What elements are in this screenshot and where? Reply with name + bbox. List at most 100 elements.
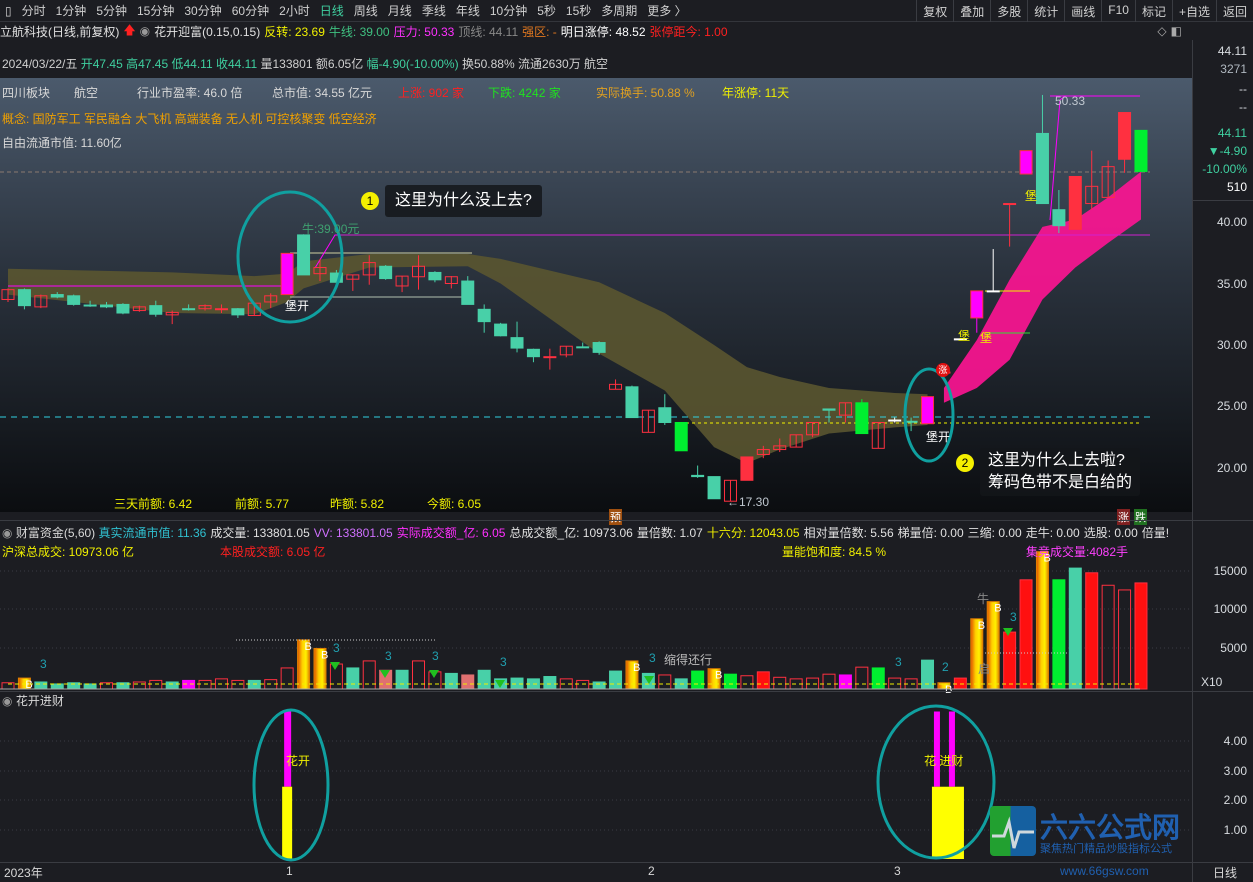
candle-body xyxy=(329,272,343,283)
toolbar-button[interactable]: 多股 xyxy=(990,0,1027,22)
indicator-settings-icon[interactable]: ◉ xyxy=(139,24,151,38)
sub-tick: 3.00 xyxy=(1223,764,1247,778)
high-price-label: 50.33 xyxy=(1055,94,1086,108)
volume-tick: 10000 xyxy=(1213,602,1247,616)
candle-body xyxy=(921,396,935,425)
candle-body xyxy=(50,294,64,298)
candle-body xyxy=(1134,129,1148,172)
period-tab[interactable]: 日线 xyxy=(319,4,344,18)
period-tab[interactable]: 5秒 xyxy=(537,4,556,18)
period-tab[interactable]: 更多 〉 xyxy=(647,4,687,18)
period-toolbar: ▯ 分时 1分钟 5分钟 15分钟 30分钟 60分钟 2小时 日线 周线 月线 季线 年线 10分钟 5… xyxy=(0,0,1253,22)
diamond-icon[interactable]: ◇ xyxy=(1157,24,1167,38)
panel-toggle-icon[interactable]: ◧ xyxy=(1170,24,1182,38)
indicator-value: 牛线: 39.00 xyxy=(328,24,390,39)
logo-url: www.66gsw.com xyxy=(1060,864,1149,878)
candle-body xyxy=(67,295,81,305)
candle-body xyxy=(1019,150,1033,175)
period-tab[interactable]: 多周期 xyxy=(601,4,638,18)
period-tab[interactable]: 周线 xyxy=(353,4,378,18)
toolbar-button[interactable]: +自选 xyxy=(1171,0,1216,22)
close: 收44.11 xyxy=(215,57,258,71)
price-tick: 40.00 xyxy=(1216,215,1247,229)
count-label: 3 xyxy=(1010,610,1017,624)
toolbar-button[interactable]: 叠加 xyxy=(953,0,990,22)
period-tab[interactable]: 季线 xyxy=(421,4,446,18)
period-tab[interactable]: 60分钟 xyxy=(231,4,270,18)
candle-body xyxy=(264,295,278,303)
site-logo-icon xyxy=(990,806,1036,856)
free-float-cap: 自由流通市值: 11.60亿 xyxy=(2,136,122,150)
price-axis[interactable]: 44.11 3271 -- -- 44.11 ▼-4.90 -10.00% 51… xyxy=(1192,40,1253,882)
toolbar-button[interactable]: 返回 xyxy=(1215,0,1253,22)
candle-body xyxy=(297,234,311,276)
count-label: 3 xyxy=(895,655,902,669)
logo-name: 六六公式网 xyxy=(1040,812,1181,843)
region: 四川板块 xyxy=(2,86,51,100)
period-tab[interactable]: 年线 xyxy=(455,4,480,18)
indicator-settings-icon[interactable]: ◉ xyxy=(2,694,13,708)
volume-bar xyxy=(1085,572,1099,690)
right-tools: 复权 叠加 多股 统计 画线 F10 标记 +自选 返回 xyxy=(916,0,1253,22)
market-cap: 总市值: 34.55 亿元 xyxy=(272,86,373,100)
flower-wealth-label: 花 进财 xyxy=(924,754,964,768)
buy-signal-label: B xyxy=(633,662,640,674)
open: 开47.45 xyxy=(80,57,123,71)
toolbar-button[interactable]: 统计 xyxy=(1027,0,1064,22)
candle-body xyxy=(609,383,623,390)
candle-body xyxy=(592,342,606,353)
toolbar-button[interactable]: F10 xyxy=(1101,0,1135,22)
volume-bar xyxy=(691,670,705,690)
count-label: 3 xyxy=(432,649,439,663)
period-tab[interactable]: 15分钟 xyxy=(137,4,175,18)
candle-body xyxy=(970,290,984,319)
period-tab[interactable]: 5分钟 xyxy=(96,4,127,18)
volume-bar xyxy=(165,681,179,690)
callout-2-line2: 筹码色带不是白给的 xyxy=(988,474,1133,491)
volume-tick: 15000 xyxy=(1213,564,1247,578)
period-tab[interactable]: 30分钟 xyxy=(184,4,222,18)
volume-bar xyxy=(609,670,623,690)
candle-body xyxy=(1118,112,1132,160)
count-label: 3 xyxy=(500,655,507,669)
period-tab[interactable]: 分时 xyxy=(21,4,46,18)
indicator-settings-icon[interactable]: ◉ xyxy=(2,526,13,540)
price-tick: 20.00 xyxy=(1216,461,1247,475)
volume-stats-line: 沪深总成交: 10973.06 亿 本股成交额: 6.05 亿 量能饱和度: 84.… xyxy=(2,543,1192,559)
volume-bar xyxy=(855,666,869,690)
callout-1-badge: 1 xyxy=(361,192,379,210)
candle-body xyxy=(34,295,48,308)
sub-indicator-name[interactable]: 花开进财 xyxy=(15,694,64,708)
volume-bar xyxy=(1134,582,1148,690)
volume-indicator-name[interactable]: 财富资金(5,60) xyxy=(15,526,96,540)
x-tick: 3 xyxy=(894,864,901,878)
period-label[interactable]: 日线 xyxy=(1213,866,1238,880)
volume-bar xyxy=(723,673,737,690)
volume-bar xyxy=(592,681,606,690)
volume-indicator-value: 梯量倍: 0.00 xyxy=(897,526,964,540)
resistance-trend-line xyxy=(1049,95,1066,221)
volume-indicator-value: 成交量: 133801.05 xyxy=(210,526,310,540)
period-tab[interactable]: 月线 xyxy=(387,4,412,18)
price-tick: 35.00 xyxy=(1216,277,1247,291)
volume-bar xyxy=(1019,579,1033,690)
period-tab[interactable]: 15秒 xyxy=(565,4,592,18)
callout-2-badge: 2 xyxy=(956,454,974,472)
toolbar-button[interactable]: 画线 xyxy=(1064,0,1101,22)
candle-body xyxy=(116,303,130,314)
period-tab[interactable]: 2小时 xyxy=(279,4,310,18)
toolbar-button[interactable]: 复权 xyxy=(916,0,953,22)
period-tab[interactable]: 1分钟 xyxy=(55,4,87,18)
indicator-name[interactable]: 花开迎富(0.15,0.15) xyxy=(154,24,261,39)
quote-change: ▼-4.90 xyxy=(1207,144,1247,158)
toolbar-button[interactable]: 标记 xyxy=(1134,0,1172,22)
volume-indicator-value: 真实流通市值: 11.36 xyxy=(98,526,207,540)
candle-body xyxy=(723,479,737,502)
bull-volume-label: 牛 xyxy=(977,591,989,606)
period-tab[interactable]: 10分钟 xyxy=(489,4,528,18)
down-arrow-icon xyxy=(330,662,340,670)
volume-bar xyxy=(543,676,557,690)
layout-toggle-icon[interactable]: ▯ xyxy=(5,3,12,18)
candle-body xyxy=(477,308,491,323)
volume-indicator-value: 十六分: 12043.05 xyxy=(706,526,800,540)
